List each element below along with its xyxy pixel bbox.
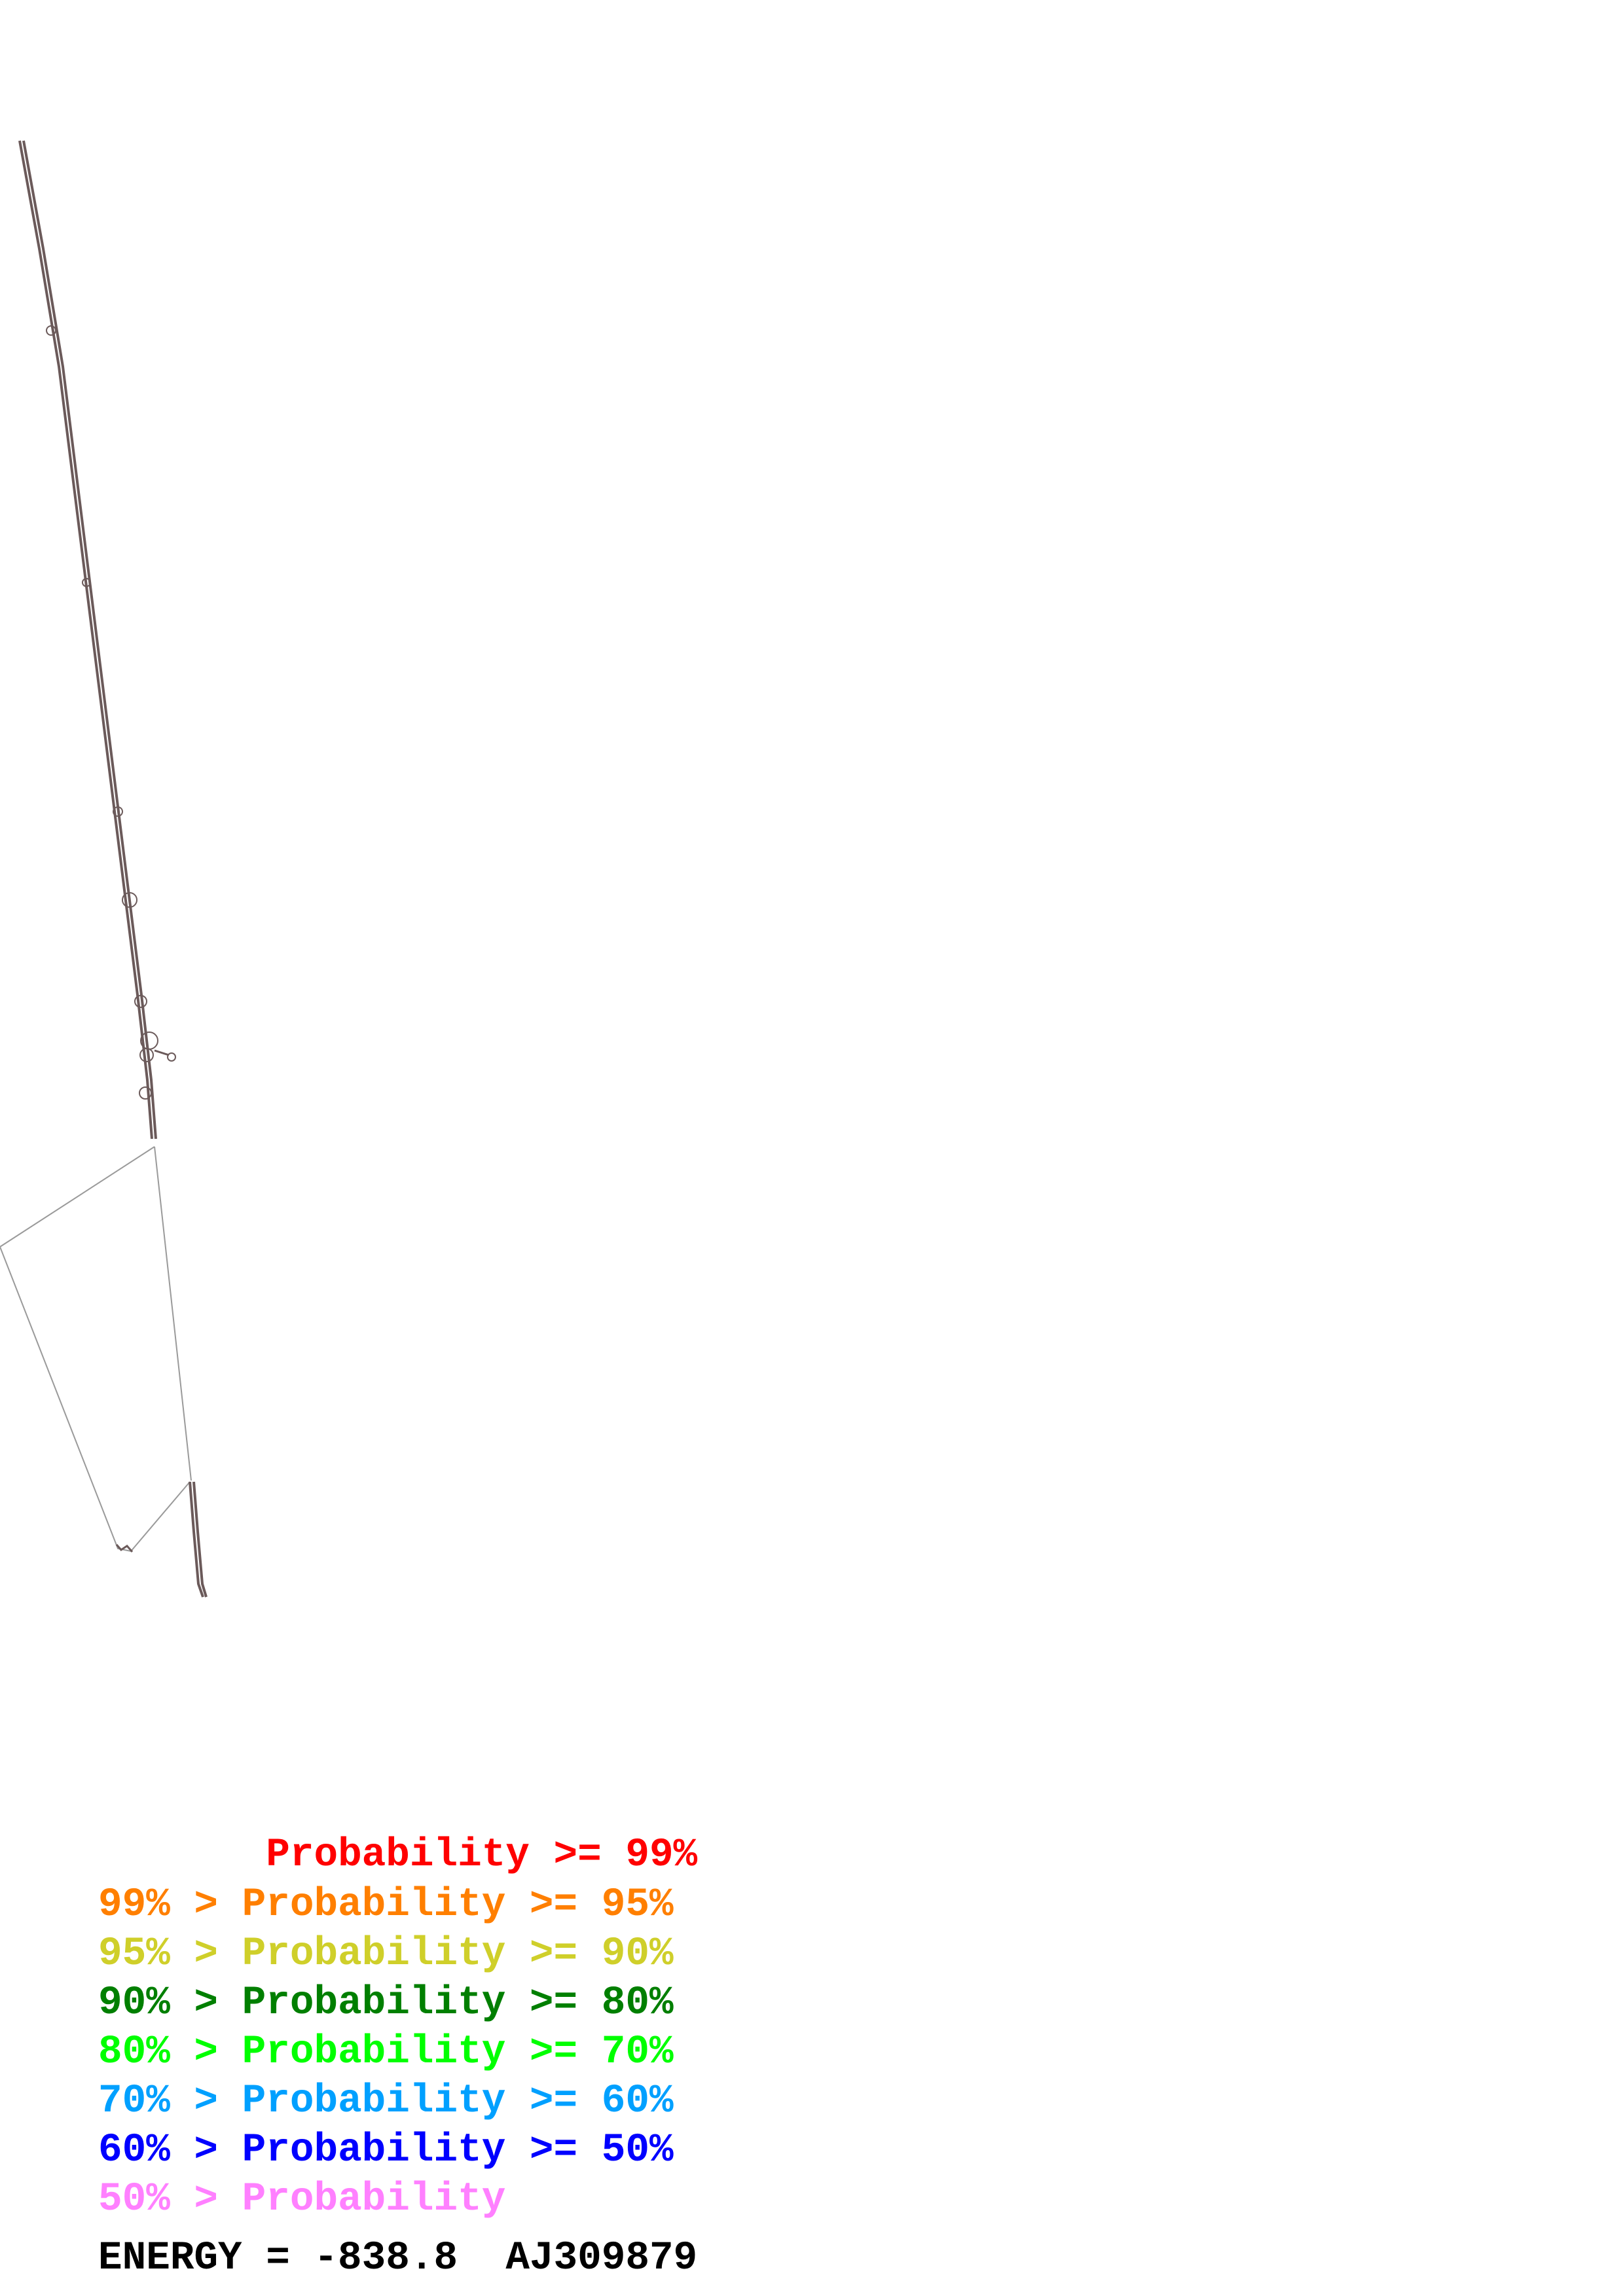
legend-entry: 80% > Probability >= 70%: [98, 2030, 674, 2075]
long-range-backbone-2: [154, 1146, 192, 1481]
long-range-backbone: [0, 1146, 191, 1552]
legend-prefix: 60% >: [98, 2128, 242, 2173]
helix-strand-left: [18, 140, 153, 1139]
helix-strand-left: [189, 1481, 204, 1598]
backbone-connector: [0, 1146, 192, 1552]
loop-bulge: [46, 325, 56, 336]
energy-value: ENERGY = -838.8: [98, 2236, 458, 2281]
loop-bulge: [113, 806, 123, 817]
legend-entry: 70% > Probability >= 60%: [98, 2079, 674, 2125]
energy-footer: ENERGY = -838.8 AJ309879: [98, 2236, 697, 2282]
legend-prefix: 99% >: [98, 1882, 242, 1928]
legend-prefix: [98, 1833, 266, 1878]
helix-strand-right: [192, 1481, 208, 1598]
legend-prefix: 70% >: [98, 2079, 242, 2124]
helix-strand-right: [22, 140, 157, 1139]
legend-entry: Probability >= 99%: [98, 1833, 697, 1878]
legend-label: Probability: [242, 2177, 506, 2222]
legend-label: Probability >= 95%: [242, 1882, 674, 1928]
legend-entry: 90% > Probability >= 80%: [98, 1981, 674, 2026]
hairpin-loop: [167, 1052, 176, 1062]
legend-entry: 99% > Probability >= 95%: [98, 1882, 674, 1928]
sequence-id: AJ309879: [505, 2236, 698, 2281]
legend-prefix: 90% >: [98, 1981, 242, 2026]
legend-label: Probability >= 90%: [242, 1931, 674, 1977]
legend-label: Probability >= 80%: [242, 1981, 674, 2026]
legend-entry: 50% > Probability: [98, 2177, 505, 2223]
legend-label: Probability >= 50%: [242, 2128, 674, 2173]
legend-prefix: 80% >: [98, 2030, 242, 2075]
multiloop: [139, 1048, 154, 1062]
interior-loop: [134, 995, 147, 1008]
legend-label: Probability >= 70%: [242, 2030, 674, 2075]
legend-label: Probability >= 99%: [266, 1833, 698, 1878]
interior-loop: [139, 1086, 152, 1100]
lower-helix-stem: [189, 1481, 208, 1598]
side-branch: [154, 1049, 170, 1056]
legend-entry: 60% > Probability >= 50%: [98, 2128, 674, 2174]
upper-helix-stem: [18, 140, 176, 1139]
loop-bulge: [82, 578, 91, 587]
legend-label: Probability >= 60%: [242, 2079, 674, 2124]
interior-loop: [122, 892, 137, 908]
small-hairpin: [115, 1544, 134, 1552]
legend-prefix: 50% >: [98, 2177, 242, 2222]
legend-prefix: 95% >: [98, 1931, 242, 1977]
legend-entry: 95% > Probability >= 90%: [98, 1931, 674, 1977]
